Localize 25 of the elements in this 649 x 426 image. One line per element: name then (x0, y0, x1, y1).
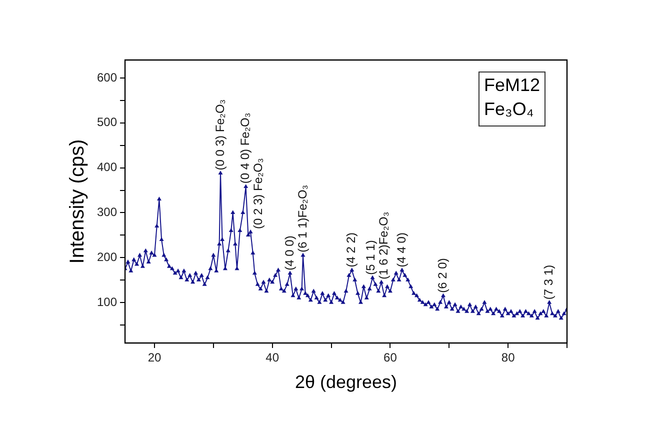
annotation: (1 6 2)Fe₂O₃ (376, 212, 391, 280)
annotation: FeM12 (484, 74, 540, 95)
annotation: (7 3 1) (542, 264, 556, 300)
annotation: (4 2 2) (344, 232, 358, 268)
y-tick-label: 100 (96, 294, 118, 309)
y-tick-label: 500 (96, 115, 118, 130)
annotation: (0 2 3) Fe₂O₃ (251, 158, 266, 230)
x-tick-label: 60 (384, 350, 398, 365)
x-tick-label: 80 (501, 350, 516, 365)
y-tick-label: 300 (96, 205, 118, 220)
x-tick-label: 20 (148, 350, 162, 365)
annotation: (5 1 1) (364, 240, 378, 275)
y-tick-label: 600 (96, 70, 118, 84)
y-tick-label: 200 (96, 250, 118, 264)
y-tick-label: 400 (96, 160, 118, 174)
y-axis-title: Intensity (cps) (66, 139, 89, 264)
annotation: (0 0 3) Fe₂O₃ (212, 99, 227, 170)
annotation: (6 2 0) (436, 258, 450, 293)
annotation: (6 1 1)Fe₂O₃ (295, 184, 310, 252)
annotation: (4 4 0) (394, 232, 408, 268)
x-axis-title: 2θ (degrees) (294, 372, 398, 392)
annotation: Fe₃O₄ (484, 98, 534, 119)
annotation: (0 4 0) Fe₂O₃ (238, 112, 252, 184)
x-tick-label: 40 (266, 350, 280, 365)
annotation: (4 0 0) (282, 236, 296, 270)
